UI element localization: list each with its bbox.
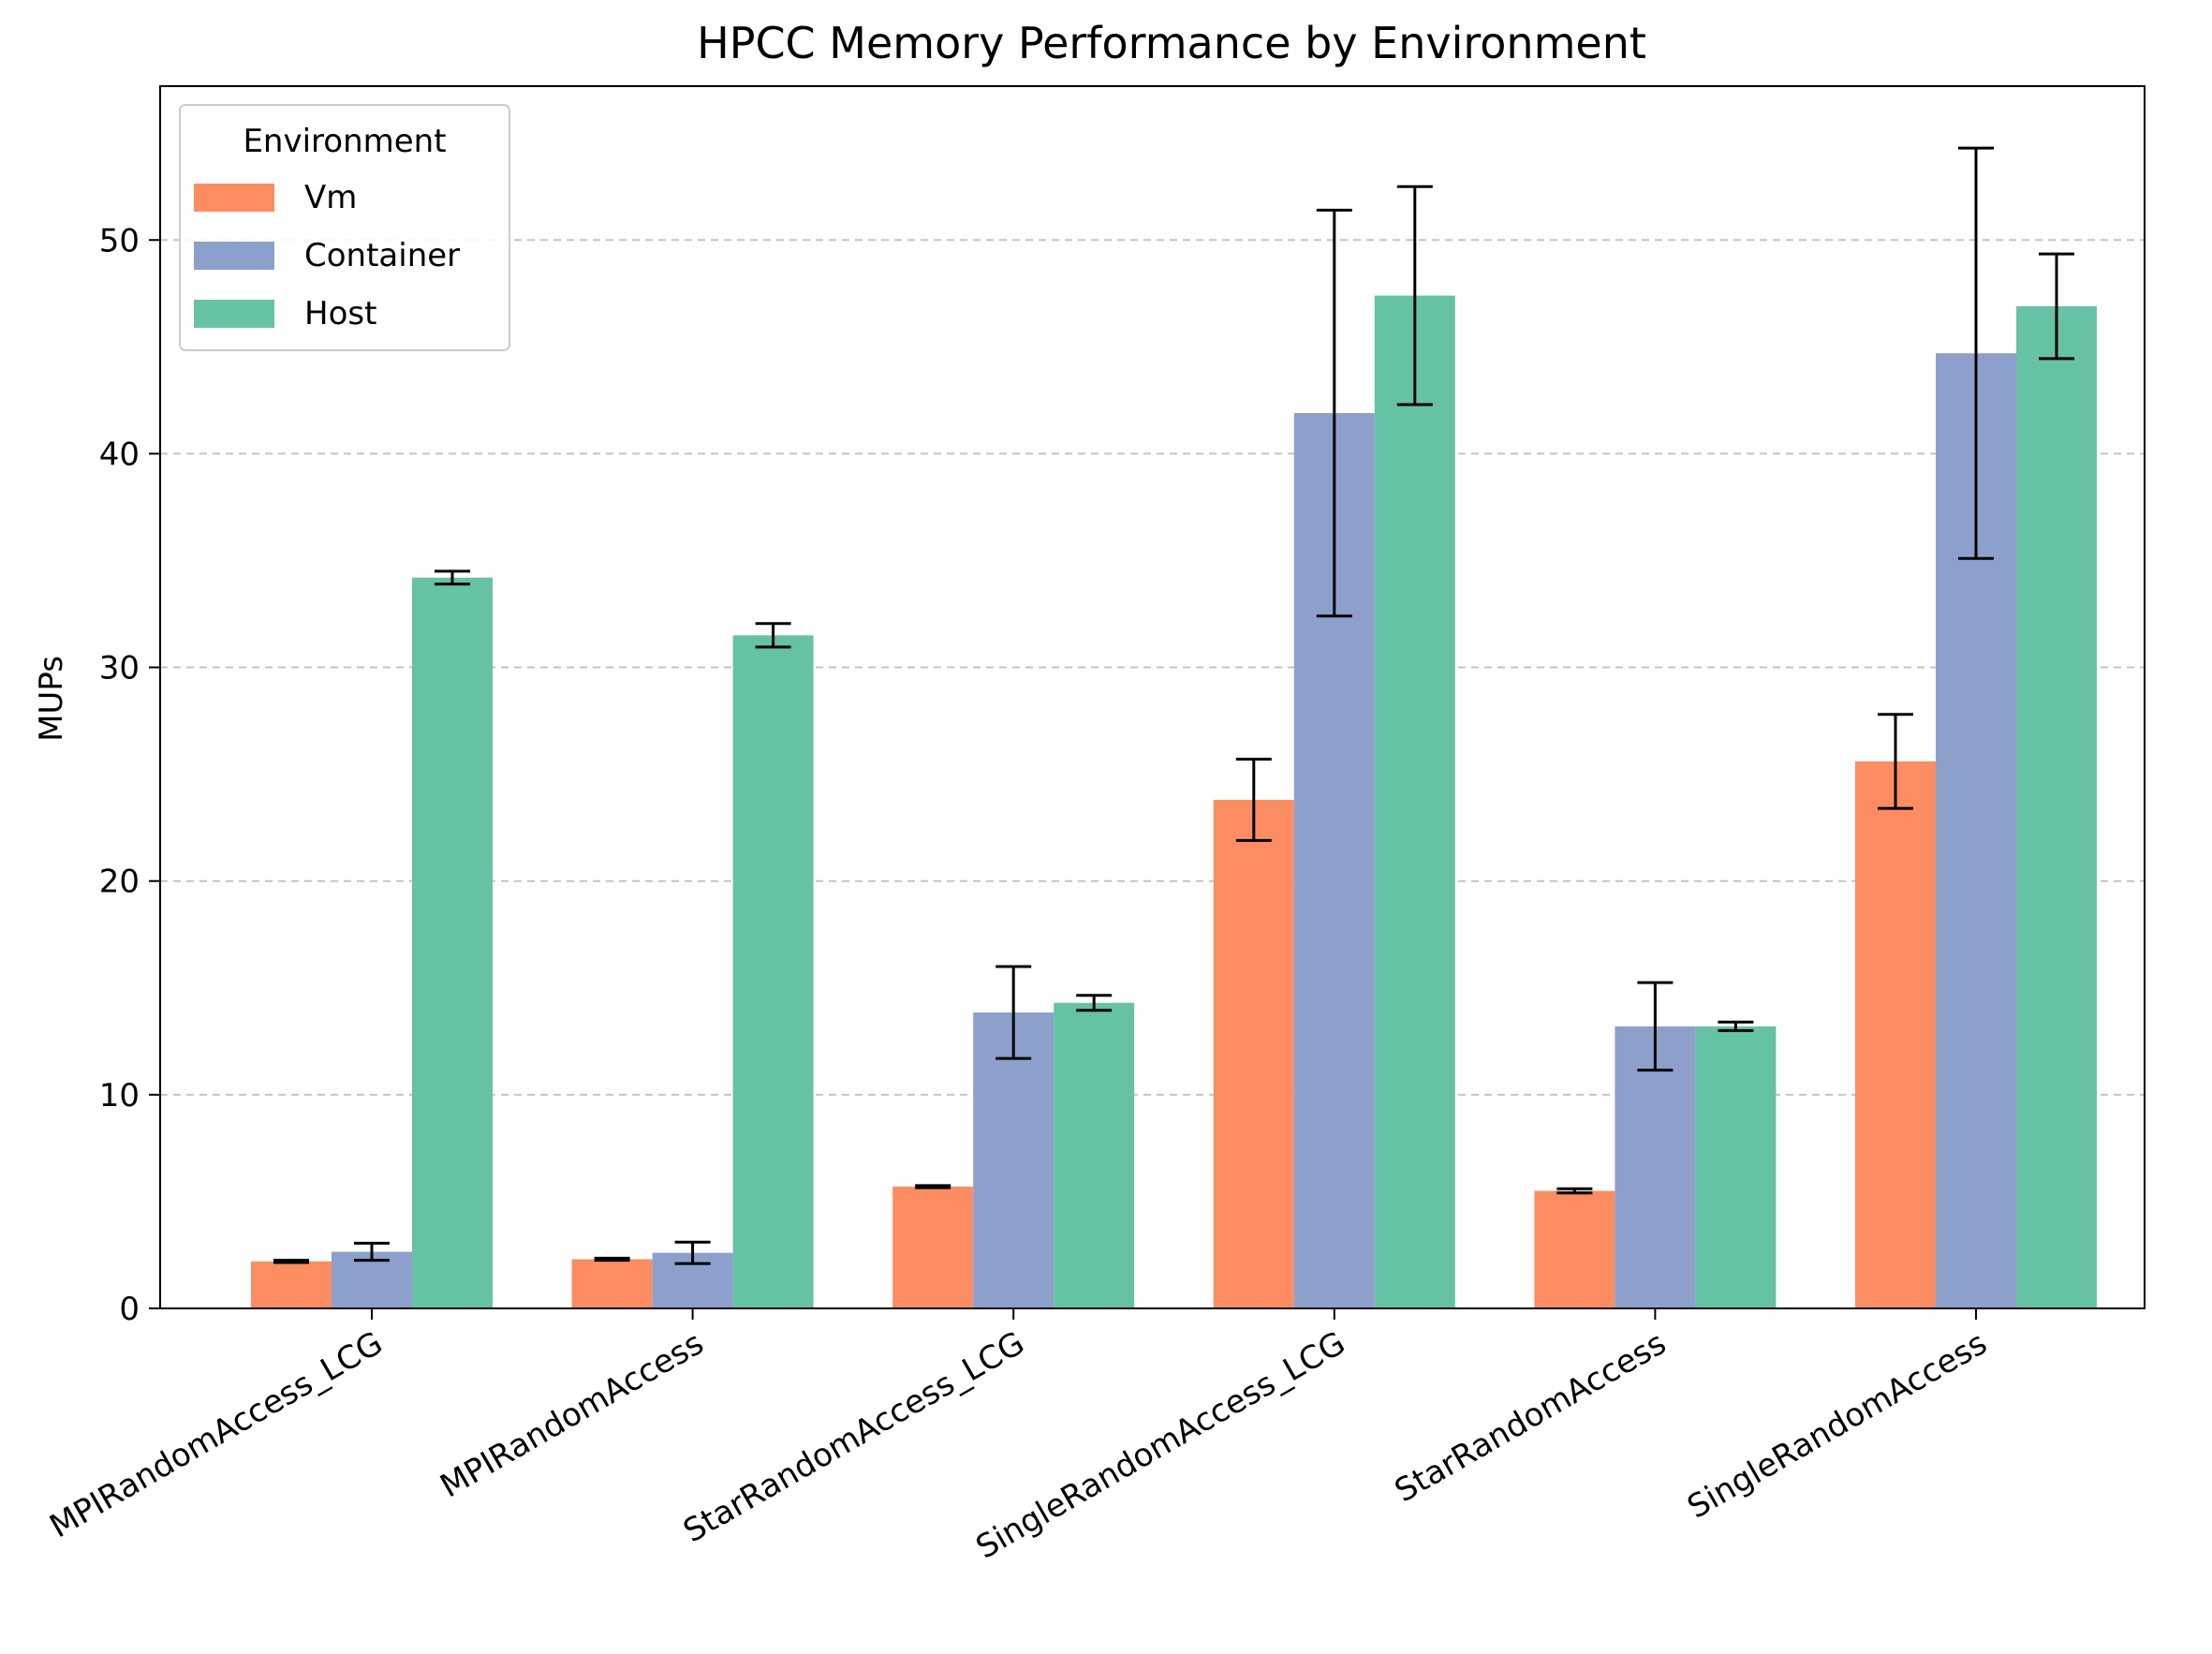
- y-axis-label: MUPs: [33, 656, 70, 742]
- bar-vm: [251, 1261, 332, 1308]
- plot-frame: [159, 85, 2146, 1309]
- bar-container: [1615, 1026, 1696, 1308]
- bar-vm: [892, 1186, 974, 1308]
- legend: Environment Vm Container Host: [179, 104, 510, 351]
- x-tick-label: SingleRandomAccess: [1681, 1324, 1993, 1526]
- legend-swatch-host: [194, 300, 274, 328]
- bar-host: [412, 577, 493, 1308]
- x-tick-label: SingleRandomAccess_LCG: [970, 1324, 1352, 1567]
- y-tick-label: 0: [119, 1291, 140, 1328]
- bar-host: [1054, 1002, 1135, 1308]
- bar-host: [732, 635, 814, 1308]
- bar-host: [1374, 295, 1455, 1308]
- bar-host: [1695, 1026, 1777, 1308]
- error-bars: [273, 146, 2074, 1265]
- y-tick-label: 20: [99, 864, 140, 901]
- y-tick-label: 30: [99, 650, 140, 687]
- legend-frame: [179, 104, 510, 351]
- y-tick-label: 50: [99, 222, 140, 259]
- bar-host: [2016, 305, 2097, 1309]
- x-tick-label: StarRandomAccess: [1389, 1324, 1673, 1510]
- legend-label-container: Container: [304, 237, 460, 274]
- legend-swatch-container: [194, 242, 274, 270]
- bars: [251, 295, 2097, 1309]
- legend-label-vm: Vm: [304, 179, 357, 216]
- x-axis: MPIRandomAccess_LCG MPIRandomAccessStarRa…: [43, 1308, 1994, 1567]
- y-tick-label: 10: [99, 1077, 140, 1115]
- legend-label-host: Host: [304, 295, 376, 332]
- bar-vm: [1534, 1190, 1615, 1308]
- bar-vm: [1213, 800, 1294, 1308]
- y-axis: 0 10 20 30 40 50: [99, 222, 160, 1328]
- bar-container: [973, 1012, 1054, 1308]
- bar-vm: [1855, 761, 1936, 1308]
- legend-swatch-vm: [194, 184, 274, 212]
- bar-vm: [571, 1259, 653, 1308]
- x-tick-label: MPIRandomAccess_LCG: [43, 1324, 389, 1545]
- x-tick-label: StarRandomAccess_LCG: [677, 1324, 1031, 1550]
- x-tick-label: MPIRandomAccess: [435, 1324, 711, 1505]
- chart-title: HPCC Memory Performance by Environment: [697, 18, 1646, 68]
- legend-title: Environment: [243, 123, 446, 160]
- legend-box: Environment Vm Container Host: [179, 104, 510, 351]
- y-tick-label: 40: [99, 436, 140, 473]
